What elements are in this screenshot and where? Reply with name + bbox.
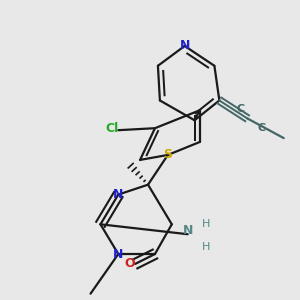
- Text: N: N: [113, 248, 124, 260]
- Text: C: C: [236, 104, 244, 114]
- Text: N: N: [179, 40, 190, 52]
- Text: O: O: [125, 257, 136, 270]
- Text: N: N: [113, 188, 124, 201]
- Text: C: C: [258, 123, 266, 133]
- Text: H: H: [202, 242, 211, 252]
- Text: S: S: [163, 148, 172, 161]
- Text: H: H: [202, 219, 211, 229]
- Text: Cl: Cl: [106, 122, 119, 135]
- Text: N: N: [182, 224, 193, 237]
